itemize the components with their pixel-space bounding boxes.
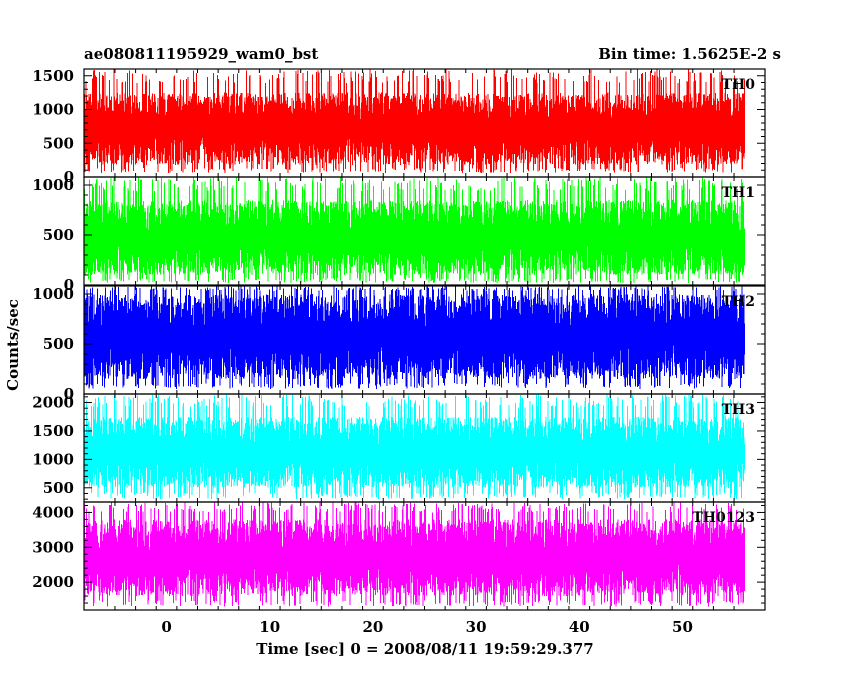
y-tick-label: 3000 xyxy=(32,538,74,556)
x-tick-label: 50 xyxy=(672,618,693,636)
x-tick-label: 40 xyxy=(569,618,590,636)
series-label-th0123: TH0123 xyxy=(692,510,755,526)
series-label-th0: TH0 xyxy=(722,77,756,93)
y-tick-label: 500 xyxy=(43,479,74,497)
y-tick-label: 1000 xyxy=(32,101,74,119)
y-tick-label: 1500 xyxy=(32,67,74,85)
series-th3 xyxy=(83,394,745,500)
y-tick-label: 0 xyxy=(64,276,74,294)
series-label-th3: TH3 xyxy=(722,402,755,418)
panel-th0123: 2000 3000 4000 TH0123 xyxy=(32,501,766,611)
series-th1 xyxy=(83,177,745,283)
panel-th1: 0 500 1000 TH1 xyxy=(32,176,766,294)
x-axis: 0 10 20 30 40 50 xyxy=(161,618,693,636)
y-tick-label: 500 xyxy=(43,335,74,353)
series-label-th1: TH1 xyxy=(722,185,755,201)
x-tick-label: 10 xyxy=(259,618,280,636)
chart-title: ae080811195929_wam0_bst xyxy=(84,45,318,63)
x-tick-label: 30 xyxy=(466,618,487,636)
x-tick-label: 20 xyxy=(362,618,383,636)
series-label-th2: TH2 xyxy=(722,294,755,310)
y-tick-label: 0 xyxy=(64,168,74,186)
y-tick-label: 2000 xyxy=(32,394,74,412)
y-tick-label: 1000 xyxy=(32,285,74,303)
y-tick-label: 0 xyxy=(64,385,74,403)
y-tick-label: 1000 xyxy=(32,450,74,468)
panels: 0 500 1000 1500 TH0 0 500 1000 TH1 0 500 1000 TH2 500… xyxy=(32,67,766,611)
series-th0 xyxy=(83,69,745,173)
series-th0123 xyxy=(83,502,745,607)
y-tick-label: 500 xyxy=(43,226,74,244)
x-tick-label: 0 xyxy=(161,618,171,636)
x-axis-label: Time [sec] 0 = 2008/08/11 19:59:29.377 xyxy=(256,640,593,658)
panel-th3: 500 1000 1500 2000 TH3 xyxy=(32,393,766,503)
panel-th0: 0 500 1000 1500 TH0 xyxy=(32,67,766,186)
y-axis-label: Counts/sec xyxy=(4,299,22,391)
series-th2 xyxy=(83,286,745,389)
y-tick-label: 500 xyxy=(43,134,74,152)
bin-time-label: Bin time: 1.5625E-2 s xyxy=(598,45,781,63)
y-tick-label: 1500 xyxy=(32,422,74,440)
panel-th2: 0 500 1000 TH2 xyxy=(32,285,766,403)
y-tick-label: 2000 xyxy=(32,573,74,591)
y-tick-label: 4000 xyxy=(32,503,74,521)
y-tick-label: 1000 xyxy=(32,176,74,194)
